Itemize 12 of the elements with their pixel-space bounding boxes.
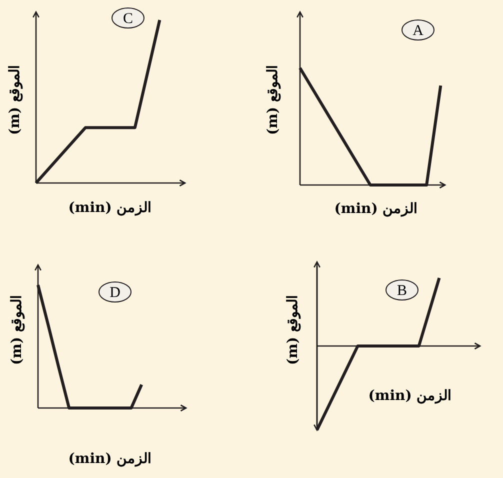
x-axis-title: الزمن (min) xyxy=(68,200,152,216)
y-axis-title: الموقع (m) xyxy=(6,65,23,135)
y-axis-title: الموقع (m) xyxy=(284,295,301,365)
x-axis-title: الزمن (min) xyxy=(334,201,418,217)
x-axis-title: الزمن (min) xyxy=(368,388,452,404)
chart-title: D xyxy=(110,285,121,301)
y-axis-title: الموقع (m) xyxy=(264,65,281,135)
chart-title: A xyxy=(412,23,424,39)
chart-title: C xyxy=(122,11,134,27)
chart-title: B xyxy=(396,283,408,299)
y-axis-title: الموقع (m) xyxy=(8,295,25,365)
x-axis-title: الزمن (min) xyxy=(68,451,152,467)
